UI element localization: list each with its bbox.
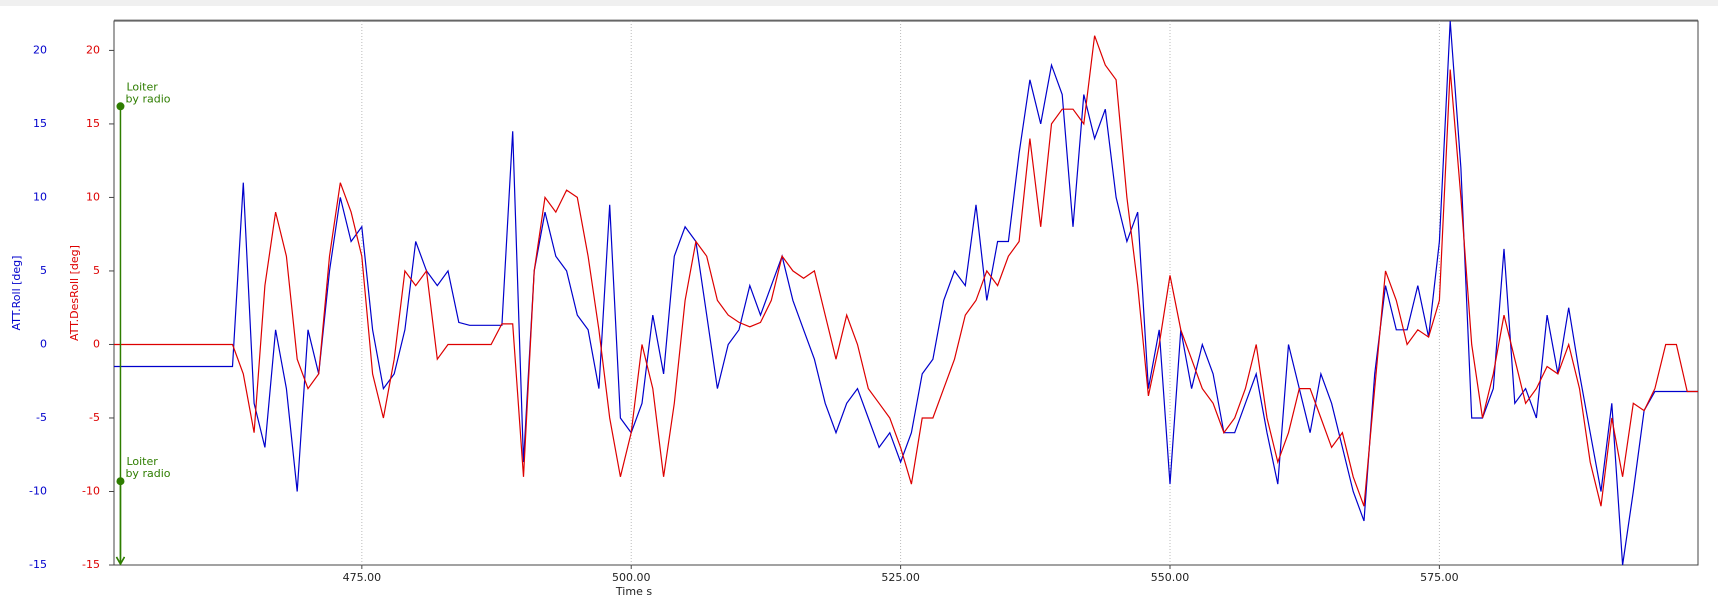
y-tick-label: -15	[29, 558, 47, 571]
y-tick-label: 15	[86, 117, 100, 130]
y-axis-label: ATT.DesRoll [deg]	[68, 245, 81, 341]
series-line	[114, 20, 1698, 566]
x-tick-label: 575.00	[1420, 571, 1459, 584]
annotation-marker	[116, 102, 125, 111]
y-tick-label: 20	[33, 43, 47, 56]
x-tick-label: 475.00	[343, 571, 382, 584]
y-tick-label: 5	[93, 264, 100, 277]
x-tick-label: 550.00	[1151, 571, 1190, 584]
annotation-text: by radio	[125, 467, 170, 480]
y-tick-label: -5	[36, 411, 47, 424]
annotation-text: by radio	[125, 92, 170, 105]
annotation-marker	[116, 477, 125, 486]
x-tick-label: 525.00	[881, 571, 920, 584]
plot-area	[113, 20, 1699, 566]
series-line	[114, 35, 1698, 507]
y-tick-label: 5	[40, 264, 47, 277]
annotation-text: Loiter	[126, 80, 158, 93]
y-tick-label: 0	[93, 337, 100, 350]
y-axis-label: ATT.Roll [deg]	[10, 256, 23, 331]
y-tick-label: 0	[40, 337, 47, 350]
y-tick-label: 10	[86, 190, 100, 203]
y-tick-label: 10	[33, 190, 47, 203]
y-tick-label: -15	[82, 558, 100, 571]
annotation-text: Loiter	[126, 455, 158, 468]
y-tick-label: -5	[89, 411, 100, 424]
y-tick-label: -10	[82, 484, 100, 497]
y-tick-label: -10	[29, 484, 47, 497]
x-tick-label: 500.00	[612, 571, 651, 584]
y-tick-label: 15	[33, 117, 47, 130]
y-tick-label: 20	[86, 43, 100, 56]
annotation-arrow	[115, 556, 126, 566]
x-axis-label: Time s	[615, 585, 652, 598]
